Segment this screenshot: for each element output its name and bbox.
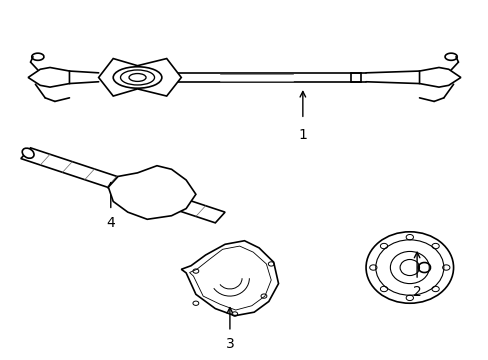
- Polygon shape: [181, 241, 278, 316]
- Ellipse shape: [366, 232, 453, 303]
- Text: 2: 2: [412, 285, 421, 300]
- Ellipse shape: [113, 67, 162, 88]
- Polygon shape: [21, 148, 224, 223]
- Text: 4: 4: [106, 216, 115, 230]
- Text: 3: 3: [225, 337, 234, 351]
- Text: 1: 1: [298, 128, 306, 142]
- Ellipse shape: [22, 148, 34, 158]
- Polygon shape: [108, 166, 196, 219]
- Polygon shape: [28, 67, 69, 87]
- Polygon shape: [419, 67, 460, 87]
- Polygon shape: [99, 59, 181, 96]
